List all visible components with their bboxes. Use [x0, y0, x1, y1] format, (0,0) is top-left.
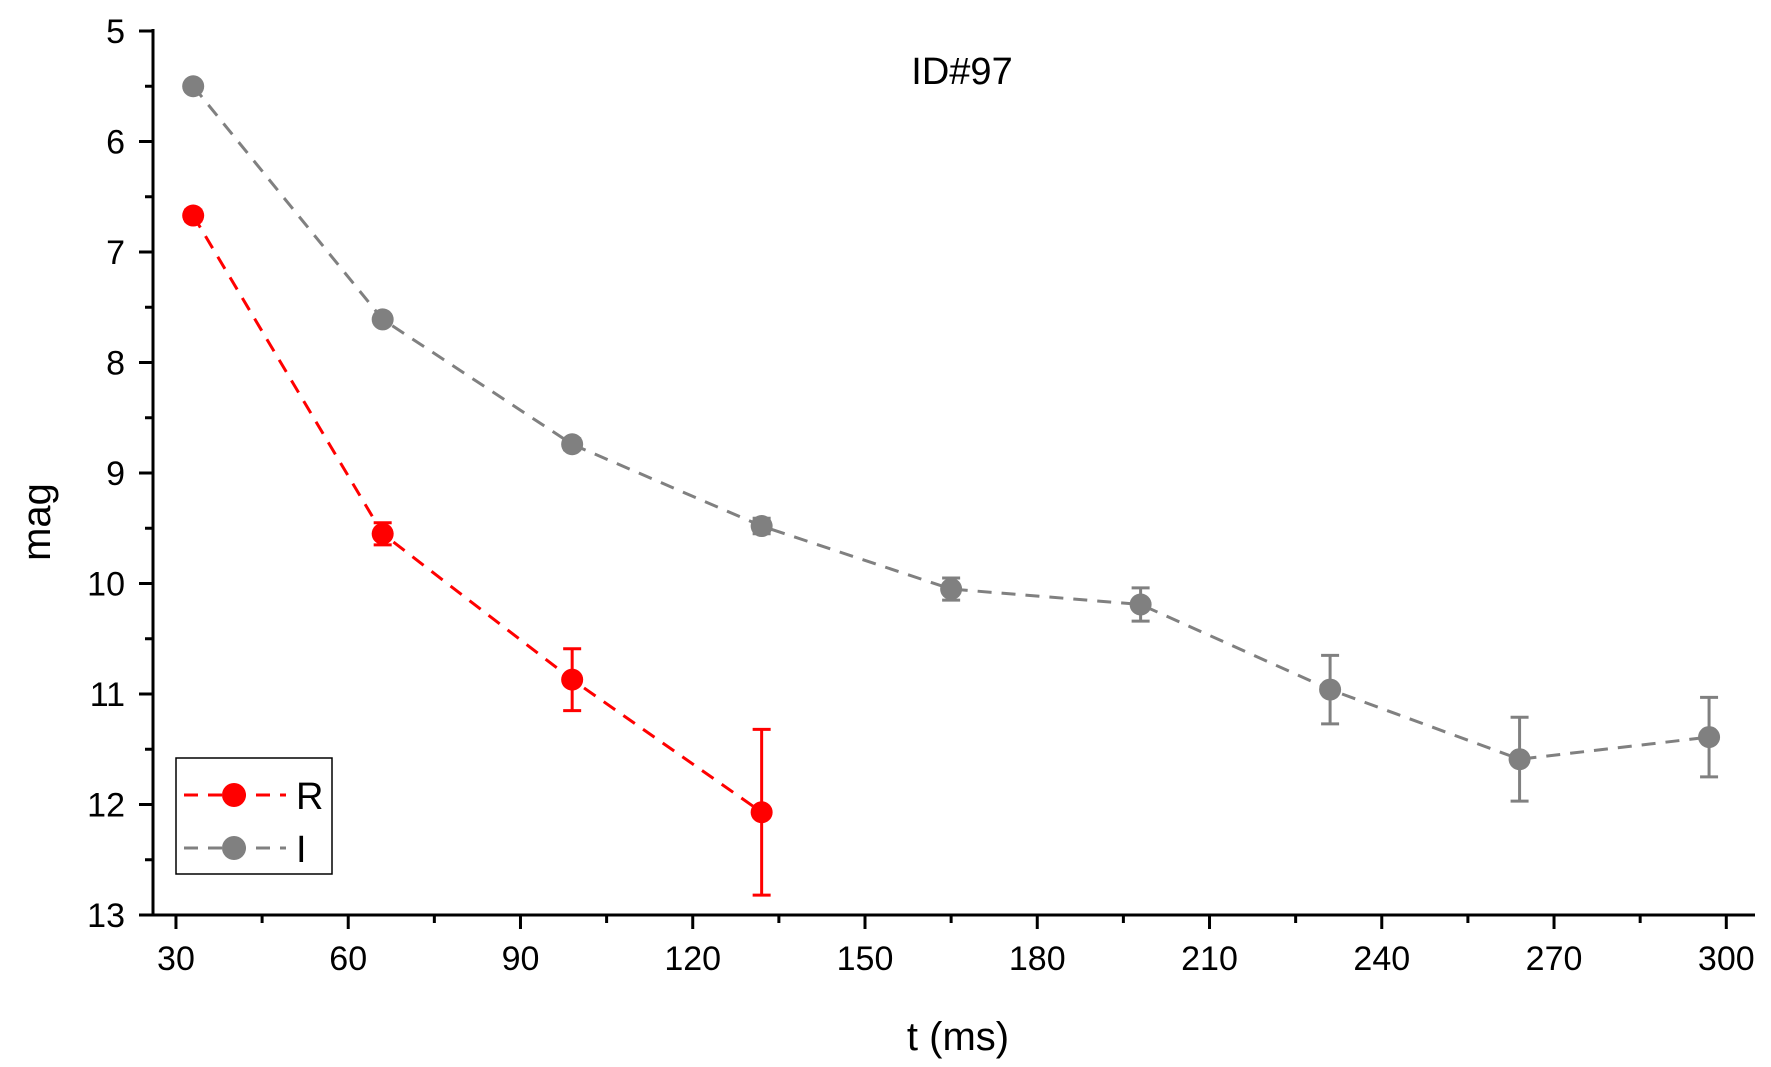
legend: RI	[175, 757, 333, 875]
data-point-I	[1129, 593, 1152, 616]
y-tick-label: 8	[106, 345, 125, 383]
x-tick-label: 240	[1353, 940, 1410, 978]
y-axis-label: mag	[15, 483, 59, 561]
x-tick-label: 270	[1526, 940, 1583, 978]
y-tick-label: 10	[87, 566, 125, 604]
legend-label-R: R	[296, 776, 323, 818]
series-R	[182, 204, 773, 897]
data-point-I	[1698, 726, 1721, 749]
y-tick-label: 9	[106, 455, 125, 493]
x-tick-label: 210	[1181, 940, 1238, 978]
x-tick-label: 300	[1698, 940, 1755, 978]
legend-marker-I	[222, 836, 246, 860]
legend-marker-R	[222, 783, 246, 807]
y-tick-label: 7	[106, 234, 125, 272]
axes-layer: 30 60 90 120 150 180 210 240 270 300 5 6 7 8 9 10 11 12 13	[87, 13, 1755, 978]
data-point-I	[750, 515, 773, 538]
series-I	[182, 75, 1721, 803]
x-tick-label: 150	[837, 940, 894, 978]
y-tick-label: 5	[106, 13, 125, 51]
chart-title: ID#97	[911, 51, 1012, 93]
data-point-R	[561, 668, 584, 691]
series-line-R	[191, 214, 763, 814]
series-line-I	[192, 85, 1710, 761]
x-tick-label: 180	[1009, 940, 1066, 978]
legend-box	[175, 757, 333, 875]
data-point-R	[182, 204, 205, 227]
data-point-I	[182, 75, 205, 98]
data-point-I	[1508, 748, 1531, 771]
x-axis-label: t (ms)	[907, 1015, 1009, 1059]
data-point-I	[371, 308, 394, 331]
data-point-R	[371, 522, 394, 545]
x-tick-label: 30	[157, 940, 195, 978]
data-point-I	[561, 433, 584, 456]
x-tick-label: 90	[502, 940, 540, 978]
data-point-R	[750, 801, 773, 824]
data-point-I	[940, 578, 963, 601]
x-tick-label: 60	[329, 940, 367, 978]
data-point-I	[1319, 678, 1342, 701]
y-tick-label: 6	[106, 124, 125, 162]
x-tick-label: 120	[664, 940, 721, 978]
series-layer	[182, 75, 1721, 897]
y-tick-label: 13	[87, 897, 125, 935]
y-tick-label: 12	[87, 787, 125, 825]
y-tick-label: 11	[90, 676, 125, 714]
legend-label-I: I	[296, 829, 307, 871]
